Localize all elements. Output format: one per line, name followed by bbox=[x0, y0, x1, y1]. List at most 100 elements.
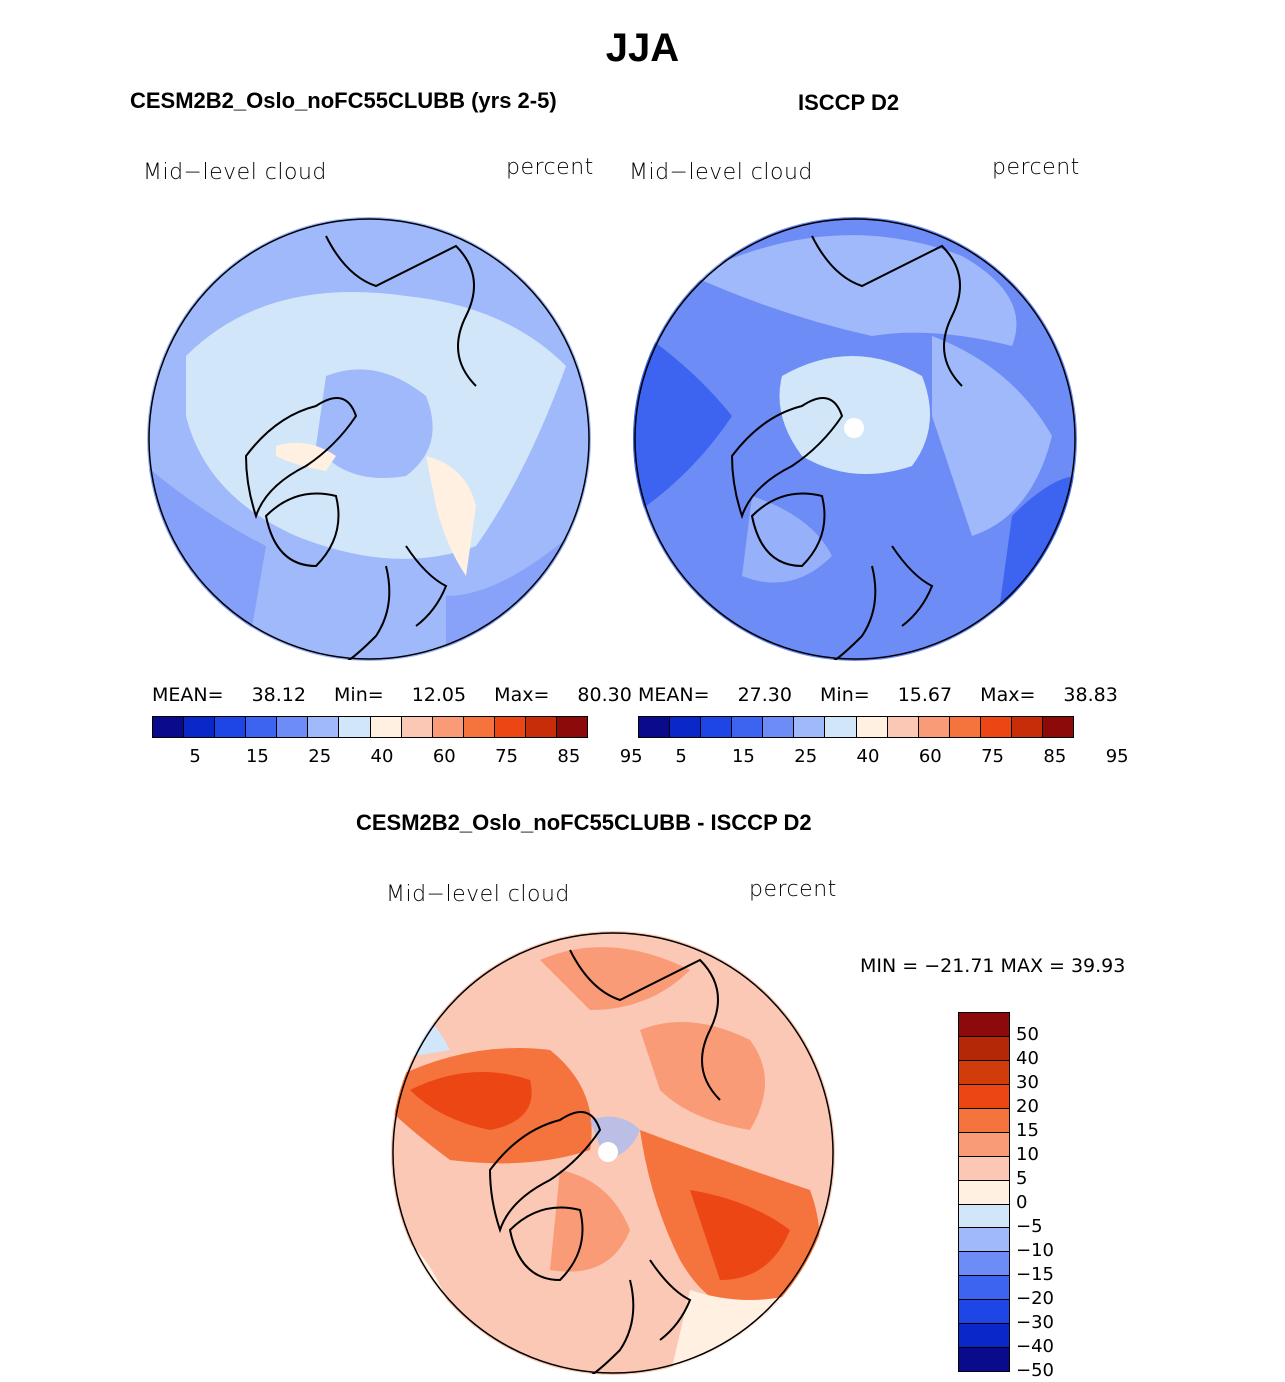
obs-colorbar-label: 25 bbox=[794, 746, 818, 767]
obs-mean-label: MEAN= bbox=[638, 684, 710, 706]
diff-colorbar-swatch bbox=[959, 1108, 1009, 1133]
model-mean-value: 38.12 bbox=[251, 684, 306, 706]
diff-colorbar-label: −40 bbox=[1016, 1336, 1054, 1357]
diff-colorbar-label: −20 bbox=[1016, 1288, 1054, 1309]
model-colorbar-swatch bbox=[525, 717, 558, 737]
model-colorbar-swatch bbox=[246, 717, 278, 737]
obs-colorbar-label: 15 bbox=[731, 746, 755, 767]
diff-colorbar-swatch bbox=[959, 1276, 1009, 1301]
diff-colorbar-label: −50 bbox=[1016, 1360, 1054, 1381]
obs-colorbar-label: 85 bbox=[1043, 746, 1067, 767]
diff-variable-label: Mid−level cloud bbox=[386, 882, 570, 907]
diff-colorbar-label: 50 bbox=[1016, 1024, 1039, 1045]
obs-units-label: percent bbox=[992, 155, 1080, 180]
diff-colorbar-label: 20 bbox=[1016, 1096, 1039, 1117]
model-colorbar-swatch bbox=[153, 717, 185, 737]
model-min-label: Min= bbox=[334, 684, 384, 706]
model-variable-label: Mid−level cloud bbox=[143, 160, 327, 185]
diff-colorbar-swatch bbox=[959, 1324, 1009, 1349]
model-units-label: percent bbox=[506, 155, 594, 180]
diff-units-label: percent bbox=[749, 877, 837, 902]
obs-colorbar-swatch bbox=[639, 717, 671, 737]
model-max-value: 80.30 bbox=[577, 684, 632, 706]
diff-polar-map bbox=[391, 931, 835, 1375]
obs-panel-title: ISCCP D2 bbox=[798, 90, 900, 115]
diff-colorbar-swatch bbox=[959, 1348, 1009, 1372]
obs-colorbar-swatch bbox=[1043, 717, 1074, 737]
model-colorbar bbox=[152, 716, 588, 738]
model-colorbar-swatch bbox=[401, 717, 433, 737]
obs-colorbar-swatch bbox=[670, 717, 702, 737]
diff-colorbar-swatch bbox=[959, 1132, 1009, 1157]
model-colorbar-label: 40 bbox=[370, 746, 394, 767]
model-colorbar-swatch bbox=[339, 717, 371, 737]
model-colorbar-swatch bbox=[557, 717, 588, 737]
obs-colorbar-swatch bbox=[1011, 717, 1044, 737]
obs-colorbar-label: 95 bbox=[1105, 746, 1129, 767]
obs-min-value: 15.67 bbox=[897, 684, 953, 706]
obs-polar-map bbox=[633, 217, 1077, 661]
diff-colorbar-swatch bbox=[959, 1228, 1009, 1253]
model-colorbar-label: 75 bbox=[495, 746, 519, 767]
obs-colorbar-swatch bbox=[794, 717, 826, 737]
diff-colorbar-label: 40 bbox=[1016, 1048, 1039, 1069]
model-mean-label: MEAN= bbox=[152, 684, 224, 706]
model-colorbar-swatch bbox=[463, 717, 495, 737]
obs-variable-label: Mid−level cloud bbox=[629, 160, 813, 185]
obs-colorbar-swatch bbox=[732, 717, 764, 737]
obs-colorbar-label: 60 bbox=[918, 746, 942, 767]
obs-colorbar-swatch bbox=[825, 717, 857, 737]
diff-colorbar-swatch bbox=[959, 1060, 1009, 1085]
obs-colorbar-label: 5 bbox=[675, 746, 687, 767]
diff-colorbar-label: 15 bbox=[1016, 1120, 1039, 1141]
diff-colorbar-label: −15 bbox=[1016, 1264, 1054, 1285]
model-polar-map bbox=[147, 217, 591, 661]
diff-colorbar-label: 30 bbox=[1016, 1072, 1039, 1093]
diff-colorbar-swatch bbox=[959, 1036, 1009, 1061]
diff-minmax: MIN = −21.71 MAX = 39.93 bbox=[860, 955, 1126, 977]
main-title: JJA bbox=[605, 26, 680, 70]
obs-colorbar-swatch bbox=[980, 717, 1012, 737]
obs-colorbar-swatch bbox=[763, 717, 795, 737]
diff-colorbar-swatch bbox=[959, 1252, 1009, 1277]
model-colorbar-label: 85 bbox=[557, 746, 581, 767]
obs-colorbar-swatch bbox=[701, 717, 733, 737]
obs-colorbar-swatch bbox=[887, 717, 919, 737]
obs-colorbar-labels: 5 15 25 40 60 75 85 95 bbox=[638, 746, 1128, 770]
model-colorbar-label: 25 bbox=[308, 746, 332, 767]
model-colorbar-label: 60 bbox=[432, 746, 456, 767]
diff-colorbar-swatch bbox=[959, 1180, 1009, 1205]
diff-colorbar-label: 0 bbox=[1016, 1192, 1028, 1213]
obs-max-value: 38.83 bbox=[1063, 684, 1118, 706]
model-colorbar-swatch bbox=[432, 717, 464, 737]
model-colorbar-swatch bbox=[277, 717, 309, 737]
diff-colorbar-label: −5 bbox=[1016, 1216, 1043, 1237]
model-colorbar-label: 5 bbox=[189, 746, 201, 767]
diff-colorbar-swatch bbox=[959, 1156, 1009, 1181]
model-colorbar-swatch bbox=[215, 717, 247, 737]
model-colorbar-swatch bbox=[308, 717, 340, 737]
diff-colorbar bbox=[958, 1012, 1010, 1372]
obs-colorbar-swatch bbox=[856, 717, 888, 737]
diff-colorbar-swatch bbox=[959, 1204, 1009, 1229]
model-panel-title: CESM2B2_Oslo_noFC55CLUBB (yrs 2-5) bbox=[130, 88, 557, 113]
model-colorbar-swatch bbox=[370, 717, 402, 737]
obs-colorbar-label: 40 bbox=[856, 746, 880, 767]
diff-colorbar-label: −10 bbox=[1016, 1240, 1054, 1261]
obs-mean-value: 27.30 bbox=[737, 684, 792, 706]
obs-min-label: Min= bbox=[820, 684, 870, 706]
diff-colorbar-swatch bbox=[959, 1300, 1009, 1325]
model-colorbar-label: 95 bbox=[619, 746, 643, 767]
model-colorbar-swatch bbox=[184, 717, 216, 737]
model-colorbar-label: 15 bbox=[245, 746, 269, 767]
obs-colorbar bbox=[638, 716, 1074, 738]
model-colorbar-labels: 5 15 25 40 60 75 85 95 bbox=[152, 746, 642, 770]
model-colorbar-swatch bbox=[494, 717, 526, 737]
obs-max-label: Max= bbox=[980, 684, 1036, 706]
diff-colorbar-labels: 50 40 30 20 15 10 5 0 −5 −10 −15 −20 −30 −40 −50 bbox=[1016, 1012, 1096, 1381]
obs-colorbar-label: 75 bbox=[981, 746, 1005, 767]
model-stats: MEAN= 38.12 Min= 12.05 Max= 80.30 bbox=[152, 684, 632, 706]
diff-colorbar-swatch bbox=[959, 1013, 1009, 1037]
model-max-label: Max= bbox=[494, 684, 550, 706]
diff-colorbar-swatch bbox=[959, 1084, 1009, 1109]
